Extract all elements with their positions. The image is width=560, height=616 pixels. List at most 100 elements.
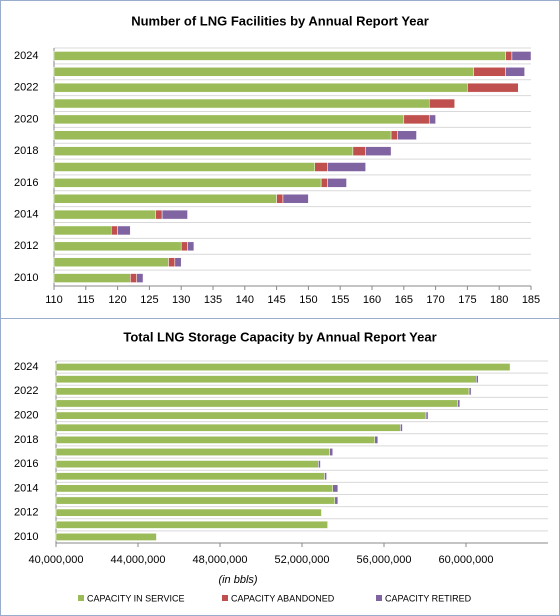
legend-label: CAPACITY ABANDONED xyxy=(231,593,335,603)
y-tick-label: 2010 xyxy=(14,531,38,543)
bar-segment xyxy=(55,448,330,456)
y-tick-label: 2024 xyxy=(14,50,38,62)
x-tick-label: 170 xyxy=(426,294,444,306)
bar-segment xyxy=(174,257,182,267)
y-tick-label: 2022 xyxy=(14,82,38,94)
bar-segment xyxy=(457,399,461,408)
bar-segment xyxy=(332,484,339,493)
bar-segment xyxy=(55,520,328,529)
y-tick-label: 2020 xyxy=(14,410,38,422)
x-tick-label: 135 xyxy=(204,294,222,306)
y-tick-label: 2024 xyxy=(14,361,38,373)
bar-segment xyxy=(55,484,333,493)
bar-segment xyxy=(276,193,284,204)
x-tick-label: 150 xyxy=(299,294,317,306)
bar-segment xyxy=(282,193,309,204)
bar-segment xyxy=(352,146,366,156)
bar-segment xyxy=(476,375,479,384)
bar-segment xyxy=(428,98,455,109)
x-tick-label: 160 xyxy=(363,294,381,306)
bar-segment xyxy=(327,162,366,172)
bar-segment xyxy=(110,225,118,236)
bar-segment xyxy=(53,146,354,156)
bar-segment xyxy=(55,423,401,432)
y-tick-label: 2016 xyxy=(14,458,38,470)
y-tick-label: 2020 xyxy=(14,113,38,125)
bar-segment xyxy=(130,273,137,283)
bar-segment xyxy=(55,496,336,505)
chart-title: Number of LNG Facilities by Annual Repor… xyxy=(131,13,429,28)
x-tick-label: 44,000,000 xyxy=(110,554,165,566)
x-tick-label: 110 xyxy=(45,294,63,306)
bar-segment xyxy=(505,67,525,77)
bar-segment xyxy=(320,178,328,188)
x-axis-label: (in bbls) xyxy=(218,574,257,586)
bar-segment xyxy=(511,51,532,61)
bar-segment xyxy=(55,375,477,384)
x-tick-label: 52,000,000 xyxy=(274,554,329,566)
bar-segment xyxy=(329,448,333,456)
bar-segment xyxy=(53,257,169,267)
bar-segment xyxy=(53,98,430,109)
legend-label: CAPACITY RETIRED xyxy=(385,593,472,603)
bar-segment xyxy=(425,411,429,420)
legend-swatch xyxy=(222,595,228,601)
x-tick-label: 140 xyxy=(236,294,254,306)
bar-segment xyxy=(53,67,475,77)
y-tick-label: 2018 xyxy=(14,145,38,157)
bar-segment xyxy=(55,472,325,481)
x-tick-label: 165 xyxy=(395,294,413,306)
bar-segment xyxy=(505,51,513,61)
bar-segment xyxy=(53,193,277,204)
bar-segment xyxy=(53,114,405,125)
bar-segment xyxy=(318,460,321,469)
x-tick-label: 180 xyxy=(490,294,508,306)
bar-segment xyxy=(400,423,403,432)
bar-segment xyxy=(55,363,511,371)
bar-segment xyxy=(55,399,459,408)
bar-segment xyxy=(403,114,430,125)
y-tick-label: 2022 xyxy=(14,385,38,397)
x-tick-label: 130 xyxy=(172,294,190,306)
x-tick-label: 185 xyxy=(522,294,540,306)
bar-segment xyxy=(161,209,188,220)
bar-segment xyxy=(334,496,339,505)
bar-segment xyxy=(53,225,112,236)
bar-segment xyxy=(168,257,176,267)
y-tick-label: 2012 xyxy=(14,240,38,252)
x-tick-label: 155 xyxy=(331,294,349,306)
bar-segment xyxy=(468,387,472,396)
x-tick-label: 145 xyxy=(267,294,285,306)
x-tick-label: 115 xyxy=(77,294,95,306)
chart-title: Total LNG Storage Capacity by Annual Rep… xyxy=(123,329,436,344)
bar-segment xyxy=(467,82,519,93)
legend-swatch xyxy=(376,595,382,601)
bar-segment xyxy=(136,273,144,283)
bar-segment xyxy=(55,533,157,541)
x-tick-label: 175 xyxy=(458,294,476,306)
bar-segment xyxy=(314,162,328,172)
bar-segment xyxy=(155,209,163,220)
bar-segment xyxy=(53,178,322,188)
bar-segment xyxy=(327,178,347,188)
x-tick-label: 120 xyxy=(108,294,126,306)
bar-segment xyxy=(53,51,506,61)
y-tick-label: 2014 xyxy=(14,209,38,221)
y-tick-label: 2014 xyxy=(14,482,38,494)
y-tick-label: 2010 xyxy=(14,272,38,284)
x-tick-label: 125 xyxy=(140,294,158,306)
legend-label: CAPACITY IN SERVICE xyxy=(87,593,185,603)
y-tick-label: 2016 xyxy=(14,177,38,189)
x-tick-label: 40,000,000 xyxy=(28,554,83,566)
x-tick-label: 60,000,000 xyxy=(438,554,493,566)
bar-segment xyxy=(365,146,392,156)
bar-segment xyxy=(180,241,188,252)
bar-segment xyxy=(428,114,436,125)
bar-segment xyxy=(397,130,417,141)
bar-segment xyxy=(53,209,157,220)
x-tick-label: 48,000,000 xyxy=(192,554,247,566)
bar-segment xyxy=(187,241,195,252)
bar-segment xyxy=(324,472,327,481)
bar-segment xyxy=(53,82,468,93)
bar-segment xyxy=(53,241,182,252)
